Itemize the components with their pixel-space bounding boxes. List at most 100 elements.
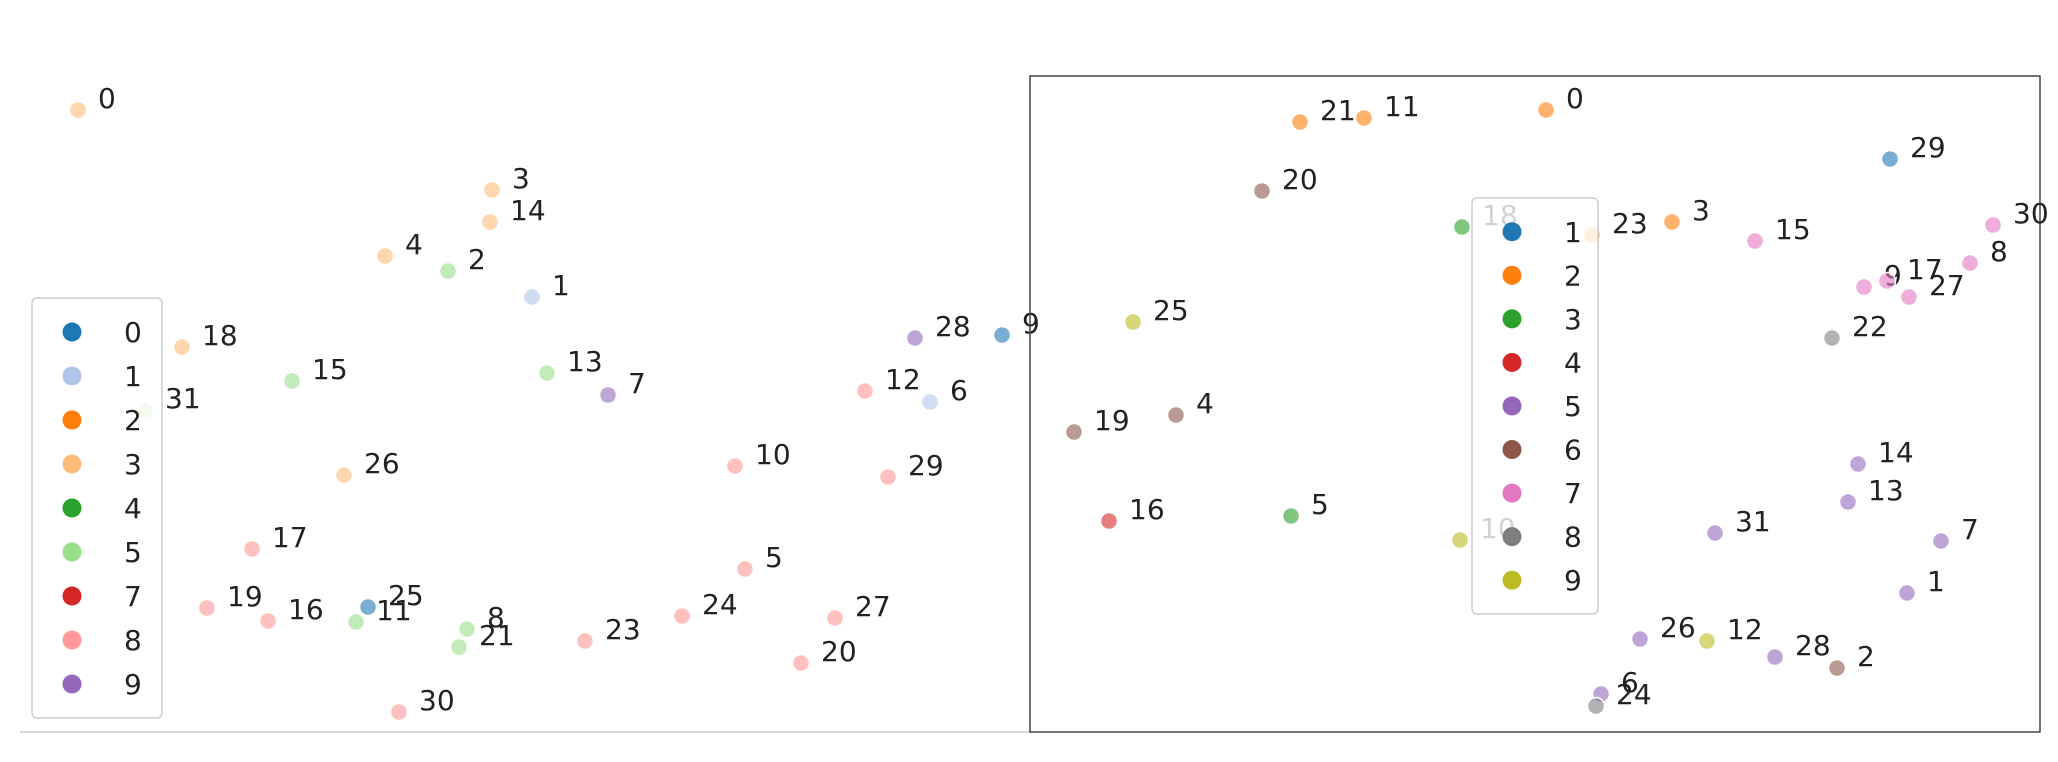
point-19 [197, 598, 217, 618]
point-27 [825, 608, 845, 628]
point-21 [449, 637, 469, 657]
legend-marker-3 [1502, 309, 1522, 329]
point-label-31: 31 [1735, 505, 1771, 538]
point-5 [735, 559, 755, 579]
point-label-11: 11 [1384, 90, 1420, 123]
legend-marker-8 [1502, 527, 1522, 547]
point-24 [672, 606, 692, 626]
point-13 [1838, 492, 1858, 512]
legend-marker-7 [62, 586, 82, 606]
point-label-1: 1 [552, 269, 570, 302]
point-25 [358, 597, 378, 617]
legend-marker-6 [1502, 440, 1522, 460]
point-29 [1880, 149, 1900, 169]
point-4 [1166, 405, 1186, 425]
point-label-27: 27 [1929, 269, 1965, 302]
point-label-20: 20 [1282, 163, 1318, 196]
point-label-5: 5 [1311, 488, 1329, 521]
point-label-25: 25 [1153, 294, 1189, 327]
point-0 [68, 100, 88, 120]
legend-label-5: 5 [1564, 390, 1582, 423]
point-0 [1536, 100, 1556, 120]
point-1 [522, 287, 542, 307]
legend-label-7: 7 [124, 580, 142, 613]
point-label-1: 1 [1927, 565, 1945, 598]
point-label-26: 26 [1660, 611, 1696, 644]
point-16 [1099, 511, 1119, 531]
point-27 [1899, 287, 1919, 307]
right-plot-frame [1029, 75, 2041, 733]
point-17 [1877, 271, 1897, 291]
point-label-5: 5 [765, 541, 783, 574]
legend-label-7: 7 [1564, 477, 1582, 510]
point-9 [992, 325, 1012, 345]
point-label-13: 13 [567, 345, 603, 378]
point-label-28: 28 [1795, 629, 1831, 662]
point-label-19: 19 [1094, 404, 1130, 437]
point-label-8: 8 [1990, 235, 2008, 268]
point-29 [878, 467, 898, 487]
point-15 [282, 371, 302, 391]
point-label-4: 4 [405, 228, 423, 261]
point-8 [457, 619, 477, 639]
legend-label-6: 6 [1564, 434, 1582, 467]
point-label-12: 12 [885, 363, 921, 396]
point-label-8: 8 [487, 601, 505, 634]
point-label-10: 10 [755, 438, 791, 471]
legend-label-8: 8 [1564, 521, 1582, 554]
point-label-30: 30 [419, 684, 455, 717]
legend-marker-2 [1502, 265, 1522, 285]
point-2 [438, 261, 458, 281]
legend-label-1: 1 [124, 360, 142, 393]
point-label-14: 14 [510, 194, 546, 227]
legend-label-0: 0 [124, 316, 142, 349]
legend-marker-0 [62, 322, 82, 342]
legend-label-3: 3 [124, 448, 142, 481]
point-28 [1765, 647, 1785, 667]
legend-label-9: 9 [124, 668, 142, 701]
point-label-0: 0 [1566, 82, 1584, 115]
point-10 [1450, 530, 1470, 550]
point-28 [905, 328, 925, 348]
legend-marker-9 [1502, 570, 1522, 590]
legend-label-8: 8 [124, 624, 142, 657]
point-6 [920, 392, 940, 412]
point-label-29: 29 [908, 449, 944, 482]
point-9 [1854, 277, 1874, 297]
point-label-24: 24 [702, 588, 738, 621]
legend-label-2: 2 [124, 404, 142, 437]
point-label-12: 12 [1727, 613, 1763, 646]
point-label-20: 20 [821, 635, 857, 668]
point-label-7: 7 [1961, 513, 1979, 546]
point-label-6: 6 [950, 374, 968, 407]
point-7 [1931, 531, 1951, 551]
point-label-2: 2 [468, 243, 486, 276]
legend-label-9: 9 [1564, 564, 1582, 597]
legend-marker-5 [62, 542, 82, 562]
point-1 [1897, 583, 1917, 603]
point-label-14: 14 [1878, 436, 1914, 469]
point-label-31: 31 [165, 382, 201, 415]
legend-label-5: 5 [124, 536, 142, 569]
point-label-17: 17 [272, 521, 308, 554]
legend-box [1471, 197, 1599, 615]
point-24 [1586, 696, 1606, 716]
point-label-29: 29 [1910, 131, 1946, 164]
point-14 [1848, 454, 1868, 474]
point-label-17: 17 [1907, 253, 1943, 286]
point-15 [1745, 231, 1765, 251]
point-label-16: 16 [288, 593, 324, 626]
point-label-13: 13 [1868, 474, 1904, 507]
point-label-28: 28 [935, 310, 971, 343]
point-label-0: 0 [98, 82, 116, 115]
point-label-22: 22 [1852, 310, 1888, 343]
point-25 [1123, 312, 1143, 332]
point-5 [1281, 506, 1301, 526]
point-label-18: 18 [202, 319, 238, 352]
point-label-21: 21 [479, 619, 515, 652]
point-23 [575, 631, 595, 651]
point-12 [855, 381, 875, 401]
point-13 [537, 363, 557, 383]
